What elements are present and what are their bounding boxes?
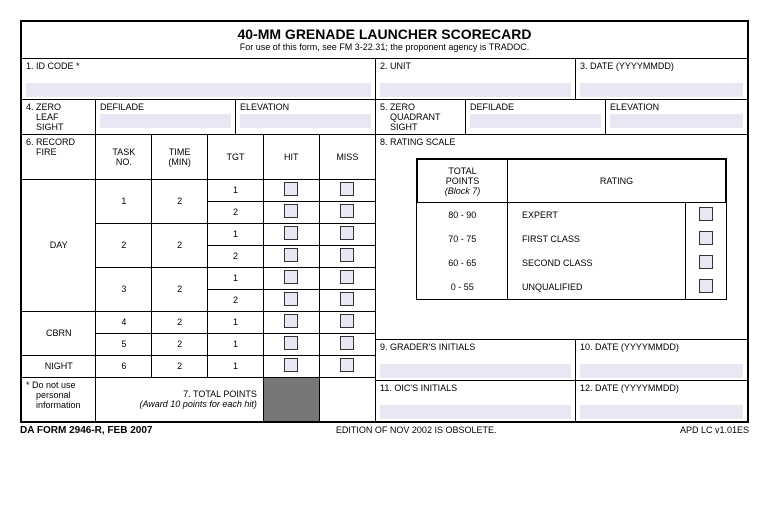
field-rating-scale: 8. RATING SCALE — [376, 135, 747, 150]
input-date-2[interactable] — [580, 364, 743, 378]
field-elevation-1: ELEVATION — [236, 100, 376, 134]
miss-checkbox[interactable] — [340, 292, 354, 306]
input-id-code[interactable] — [26, 83, 371, 97]
field-date-2: 10. DATE (YYYYMMDD) — [576, 340, 747, 380]
field-defilade-1: DEFILADE — [96, 100, 236, 134]
row-oic: 11. OIC'S INITIALS 12. DATE (YYYYMMDD) — [376, 381, 747, 421]
field-date-3: 12. DATE (YYYYMMDD) — [576, 381, 747, 421]
miss-checkbox[interactable] — [340, 270, 354, 284]
form-footer: DA FORM 2946-R, FEB 2007 EDITION OF NOV … — [20, 423, 749, 436]
hit-checkbox[interactable] — [284, 358, 298, 372]
field-defilade-2: DEFILADE — [466, 100, 606, 134]
miss-checkbox[interactable] — [340, 204, 354, 218]
input-date-3[interactable] — [580, 405, 743, 419]
row-zero-sights: 4. ZERO LEAF SIGHT DEFILADE ELEVATION 5.… — [22, 100, 747, 135]
miss-checkbox[interactable] — [340, 248, 354, 262]
hit-checkbox[interactable] — [284, 204, 298, 218]
field-grader: 9. GRADER'S INITIALS — [376, 340, 576, 380]
hit-checkbox[interactable] — [284, 182, 298, 196]
form-subtitle: For use of this form, see FM 3-22.31; th… — [22, 42, 747, 52]
field-oic: 11. OIC'S INITIALS — [376, 381, 576, 421]
rating-checkbox[interactable] — [699, 231, 713, 245]
hit-checkbox[interactable] — [284, 226, 298, 240]
rating-checkbox[interactable] — [699, 255, 713, 269]
miss-checkbox[interactable] — [340, 336, 354, 350]
footer-left: DA FORM 2946-R, FEB 2007 — [20, 425, 152, 436]
input-defilade-1[interactable] — [100, 114, 231, 128]
form-title: 40-MM GRENADE LAUNCHER SCORECARD — [22, 26, 747, 42]
input-elevation-1[interactable] — [240, 114, 371, 128]
hit-checkbox[interactable] — [284, 270, 298, 284]
footer-right: APD LC v1.01ES — [680, 425, 749, 436]
input-grader[interactable] — [380, 364, 571, 378]
hit-checkbox[interactable] — [284, 292, 298, 306]
input-defilade-2[interactable] — [470, 114, 601, 128]
input-date-1[interactable] — [580, 83, 743, 97]
scorecard-form: 40-MM GRENADE LAUNCHER SCORECARD For use… — [20, 20, 749, 423]
title-row: 40-MM GRENADE LAUNCHER SCORECARD For use… — [22, 22, 747, 59]
miss-checkbox[interactable] — [340, 182, 354, 196]
rating-checkbox[interactable] — [699, 279, 713, 293]
rating-table: TOTALPOINTS(Block 7)RATING80 - 90EXPERT7… — [417, 159, 726, 299]
input-elevation-2[interactable] — [610, 114, 743, 128]
field-zero-leaf: 4. ZERO LEAF SIGHT — [22, 100, 96, 134]
field-zero-quadrant: 5. ZERO QUADRANT SIGHT — [376, 100, 466, 134]
input-oic[interactable] — [380, 405, 571, 419]
miss-checkbox[interactable] — [340, 314, 354, 328]
record-fire-panel: 6. RECORDFIRETASKNO.TIME(MIN)TGTHITMISSD… — [22, 135, 376, 421]
miss-checkbox[interactable] — [340, 226, 354, 240]
field-id-code: 1. ID CODE * — [22, 59, 376, 99]
right-panel: 8. RATING SCALE TOTALPOINTS(Block 7)RATI… — [376, 135, 747, 421]
rating-checkbox[interactable] — [699, 207, 713, 221]
field-date-1: 3. DATE (YYYYMMDD) — [576, 59, 747, 99]
hit-checkbox[interactable] — [284, 248, 298, 262]
hit-checkbox[interactable] — [284, 314, 298, 328]
hit-checkbox[interactable] — [284, 336, 298, 350]
rating-box: TOTALPOINTS(Block 7)RATING80 - 90EXPERT7… — [416, 158, 727, 300]
footer-center: EDITION OF NOV 2002 IS OBSOLETE. — [336, 425, 497, 436]
field-unit: 2. UNIT — [376, 59, 576, 99]
field-elevation-2: ELEVATION — [606, 100, 747, 134]
row-id-unit-date: 1. ID CODE * 2. UNIT 3. DATE (YYYYMMDD) — [22, 59, 747, 100]
record-fire-table: 6. RECORDFIRETASKNO.TIME(MIN)TGTHITMISSD… — [22, 135, 375, 421]
input-unit[interactable] — [380, 83, 571, 97]
miss-checkbox[interactable] — [340, 358, 354, 372]
row-grader: 9. GRADER'S INITIALS 10. DATE (YYYYMMDD) — [376, 339, 747, 381]
row-main: 6. RECORDFIRETASKNO.TIME(MIN)TGTHITMISSD… — [22, 135, 747, 421]
